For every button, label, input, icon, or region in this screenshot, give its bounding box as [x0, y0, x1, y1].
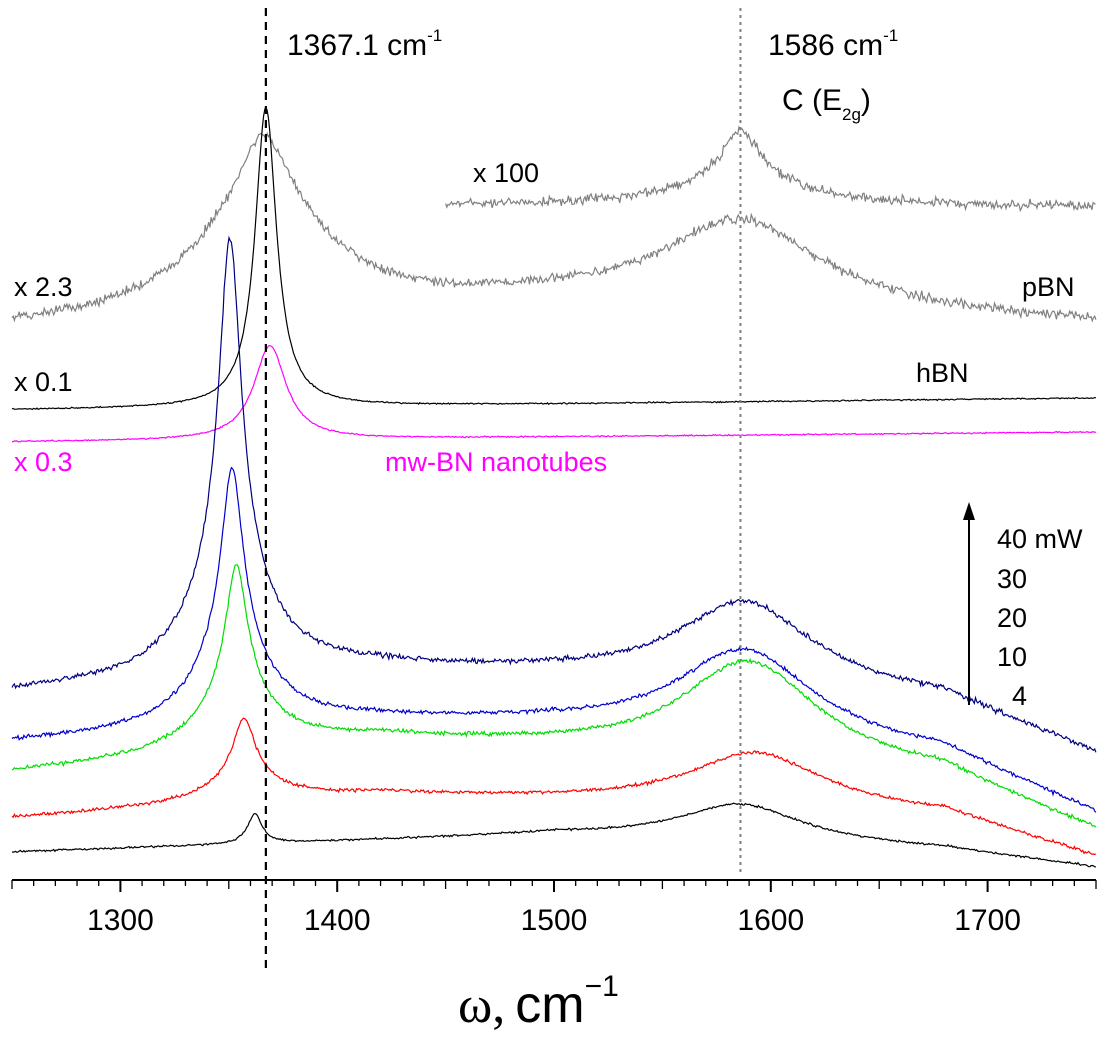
x-tick-label-1700: 1700 [954, 904, 1021, 937]
scale-x0-3-label: x 0.3 [14, 447, 73, 477]
spectrum-line-3 [11, 105, 1097, 411]
scale-x2-3-label: x 2.3 [14, 272, 73, 302]
scale-x0-1-label: x 0.1 [14, 367, 73, 397]
x-tick-label-1600: 1600 [737, 904, 804, 937]
x-tick-label-1300: 1300 [87, 904, 154, 937]
scale-x100-label: x 100 [473, 158, 539, 188]
power-label-40: 40 mW [997, 524, 1083, 554]
peak2-label: 1586 cm-1 [768, 26, 898, 62]
spectrum-line-1 [445, 125, 1096, 213]
power-label-10: 10 [997, 642, 1027, 672]
x-tick-label-1500: 1500 [521, 904, 588, 937]
power-arrow-head [963, 502, 975, 520]
nanotubes-label: mw-BN nanotubes [385, 447, 607, 477]
spectrum-line-6 [11, 466, 1097, 813]
hbn-label: hBN [916, 358, 969, 388]
spectrum-line-8 [11, 717, 1097, 856]
x-tick-label-1400: 1400 [304, 904, 371, 937]
x-tick-labels: 1300 1400 1500 1600 1700 [87, 904, 1021, 937]
peak1-label: 1367.1 cm-1 [287, 26, 442, 62]
mode-label: C (E2g) [782, 84, 871, 124]
spectrum-line-7 [11, 564, 1097, 828]
x-axis [11, 879, 1097, 892]
spectrum-line-9 [11, 802, 1097, 868]
series-layer [11, 105, 1097, 868]
spectrum-line-2 [11, 131, 1097, 323]
spectrum-line-4 [12, 344, 1096, 443]
x-axis-title: ω, cm−1 [458, 970, 619, 1034]
spectrum-line-5 [11, 235, 1097, 753]
pbn-label: pBN [1022, 272, 1075, 302]
power-label-30: 30 [997, 564, 1027, 594]
reference-lines [264, 8, 742, 968]
power-label-4: 4 [1012, 681, 1027, 711]
power-label-20: 20 [997, 603, 1027, 633]
